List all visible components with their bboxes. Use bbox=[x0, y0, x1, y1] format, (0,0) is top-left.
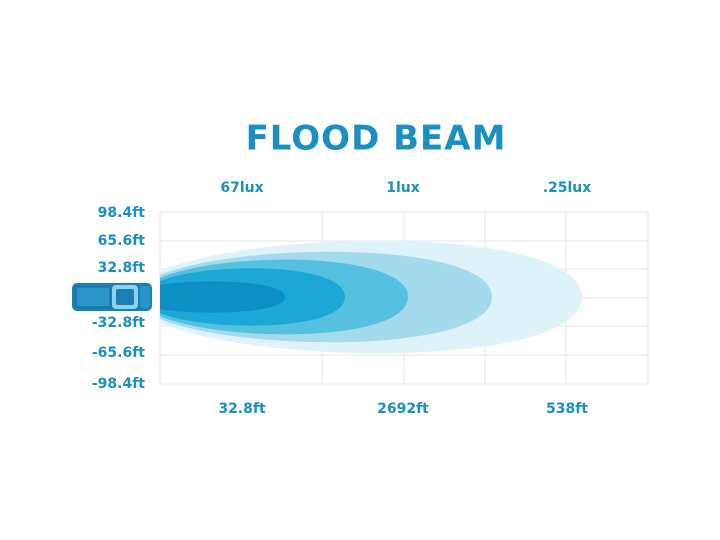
y-label: -65.6ft bbox=[92, 345, 145, 361]
distance-label: 2692ft bbox=[377, 401, 429, 417]
y-label: -32.8ft bbox=[92, 315, 145, 331]
lux-label: .25lux bbox=[543, 180, 592, 196]
distance-label: 32.8ft bbox=[218, 401, 266, 417]
truck-bed bbox=[75, 286, 111, 308]
beam-pattern bbox=[160, 240, 582, 354]
beam-zone bbox=[160, 281, 285, 313]
truck-roof bbox=[116, 289, 134, 305]
lux-label: 67lux bbox=[220, 180, 263, 196]
title: FLOOD BEAM bbox=[246, 119, 507, 159]
y-label: 98.4ft bbox=[98, 205, 146, 221]
y-label: -98.4ft bbox=[92, 376, 145, 392]
y-label: 65.6ft bbox=[98, 233, 146, 249]
distance-label: 538ft bbox=[546, 401, 588, 417]
lux-label: 1lux bbox=[386, 180, 420, 196]
truck-icon bbox=[72, 283, 152, 311]
y-label: 32.8ft bbox=[98, 260, 146, 276]
truck-hood bbox=[140, 286, 150, 308]
